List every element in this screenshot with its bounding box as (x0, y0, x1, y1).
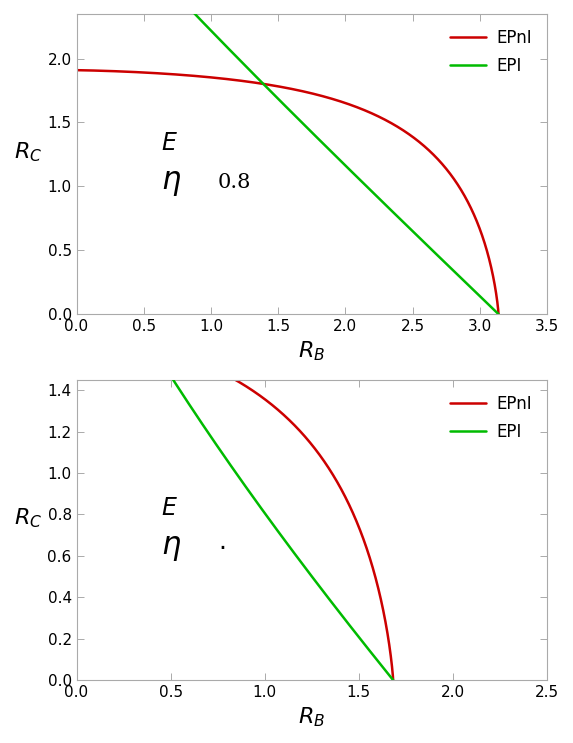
EPI (492, 306, 499, 315)
EPI (386, 670, 393, 679)
Legend: EPnI, EPI: EPnI, EPI (443, 388, 539, 447)
EPI (288, 545, 295, 554)
EPnI (187, 71, 194, 80)
EPnI (295, 424, 301, 433)
EPnI (125, 336, 132, 345)
EPI (399, 217, 406, 226)
EPI (386, 670, 393, 679)
EPnI (73, 65, 80, 74)
Y-axis label: $R_C$: $R_C$ (14, 140, 42, 164)
EPnI (495, 310, 502, 319)
Text: $\eta$: $\eta$ (161, 166, 182, 198)
EPI (406, 224, 413, 233)
EPI (73, 210, 80, 218)
EPnI (465, 198, 472, 207)
EPI (491, 306, 498, 315)
Text: 0.8: 0.8 (218, 172, 251, 192)
EPnI (491, 281, 498, 290)
EPnI (73, 327, 80, 336)
EPnI (386, 638, 393, 647)
EPI (495, 310, 502, 319)
EPI (125, 303, 132, 312)
EPI (356, 634, 363, 643)
EPnI (406, 130, 413, 139)
Text: $\cdot$: $\cdot$ (218, 536, 225, 559)
Legend: EPnI, EPI: EPnI, EPI (443, 22, 539, 82)
EPnI (390, 675, 397, 684)
EPnI (288, 418, 295, 426)
Line: EPnI: EPnI (77, 331, 393, 680)
EPI (187, 5, 194, 14)
X-axis label: $R_B$: $R_B$ (298, 706, 325, 729)
EPnI (399, 126, 406, 134)
Text: $E$: $E$ (161, 498, 178, 520)
Line: EPnI: EPnI (77, 70, 499, 314)
EPnI (492, 281, 499, 290)
Line: EPI: EPI (77, 214, 393, 680)
Line: EPI: EPI (77, 0, 499, 314)
Y-axis label: $R_C$: $R_C$ (14, 507, 42, 530)
EPI (465, 281, 472, 290)
EPI (295, 554, 301, 562)
EPnI (356, 525, 363, 533)
Text: $\eta$: $\eta$ (161, 533, 182, 563)
X-axis label: $R_B$: $R_B$ (298, 340, 325, 363)
EPnI (386, 637, 393, 646)
Text: $E$: $E$ (161, 132, 178, 155)
EPI (390, 675, 397, 684)
